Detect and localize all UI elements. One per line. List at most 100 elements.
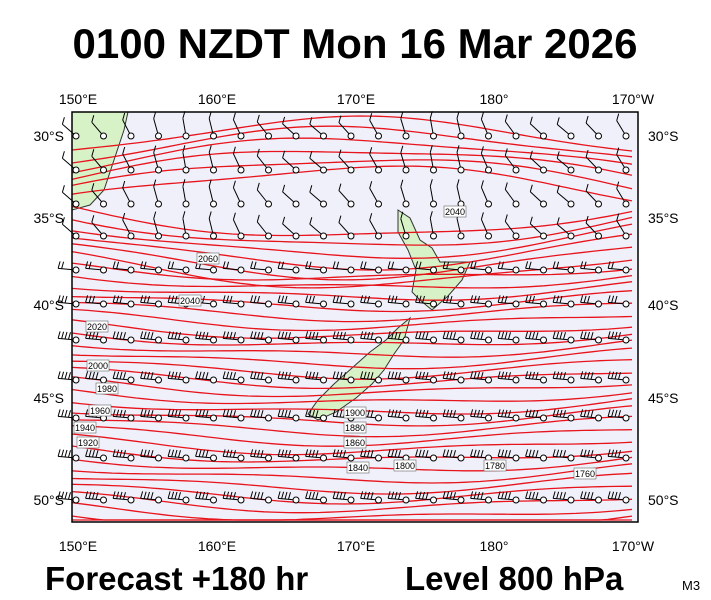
barb-flag [343,492,346,500]
barb-flag [559,491,563,500]
contour-label: 2060 [198,254,218,264]
barb-flag [425,492,429,500]
barb-station [622,414,630,422]
barb-flag [497,295,501,303]
barb-flag [477,331,480,340]
barb-flag [288,492,291,500]
barb-flag [122,112,126,121]
barb-station [375,376,382,384]
barb-station [182,414,190,422]
barb-flag [257,491,260,500]
barb-station [595,266,602,274]
barb-station [100,200,107,208]
barb-station [265,414,272,422]
barb-flag [250,409,254,417]
barb-flag [449,295,453,304]
barb-station [457,132,465,140]
barb-station [347,232,355,240]
barb-flag [415,295,419,303]
barb-flag [315,410,319,418]
barb-station [347,166,355,174]
barb-flag [332,449,336,457]
barb-flag [171,261,175,269]
barb-station [72,232,80,240]
barb-flag [233,372,236,380]
barb-station [375,300,382,308]
barb-station [512,132,520,140]
barb-flag [470,331,474,339]
barb-flag [369,181,373,189]
barb-station [485,200,492,208]
barb-flag [587,371,590,380]
barb-flag [182,145,186,153]
barb-station [72,266,80,274]
barb-flag [233,492,236,500]
barb-flag [394,409,398,418]
barb-flag [253,449,257,457]
barb-flag [147,295,150,304]
contour-labels: 2060 2040 2020 2000 1980 1960 1940 1920 1900 1880… [73,205,597,480]
barb-flag [281,295,285,303]
barb-flag [226,371,230,379]
barb-flag [257,295,260,304]
barb-station [210,454,217,462]
top-lon-label: 170°E [337,91,375,107]
barb-station [347,496,355,504]
barb-station [512,376,520,384]
barb-flag [112,331,116,339]
barb-flag [391,331,395,339]
barb-flag [222,295,226,303]
contour [71,216,633,246]
barb-flag [339,409,343,418]
contour [71,433,633,456]
barb-station [375,266,382,274]
barb-flag [563,410,566,418]
barb-flag [611,295,615,303]
barb-flag [68,450,71,458]
barb-station [622,132,630,140]
barb-flag [167,371,171,379]
barb-flag [611,449,615,457]
barb-flag [504,295,508,304]
barb-flag [226,295,230,303]
barb-station [155,166,162,174]
barb-flag [477,409,480,418]
barb-station [155,232,162,240]
barb-flag [171,331,175,339]
barb-flag [57,491,61,499]
barb-flag [525,261,529,269]
barb-station [347,132,355,140]
barb-flag [195,491,199,499]
barb-flag [339,371,343,380]
barb-flag [229,449,233,458]
barb-flag [253,295,257,303]
barb-flag [338,215,342,223]
barb-station [155,376,162,384]
contour [71,159,633,190]
barb-flag [339,491,343,500]
barb-flag [336,371,340,379]
barb-flag [394,491,398,500]
barb-flag [116,409,120,417]
barb-flag [587,409,590,418]
barb-station [320,376,327,384]
barb-station [567,454,575,462]
barb-flag [250,261,254,269]
barb-flag [202,295,205,304]
barb-flag [143,331,147,339]
barb-flag [226,409,230,417]
barb-flag [284,491,288,500]
contour [71,308,633,332]
barb-flag [64,449,68,458]
barb-station [402,496,410,504]
barb-flag [332,261,336,269]
barb-flag [143,449,147,457]
barb-station [320,232,327,240]
barb-flag [281,449,285,457]
barb-flag [171,371,175,379]
barb-flag [415,409,419,417]
barb-flag [504,371,508,380]
barb-station [265,300,272,308]
barb-station [210,200,217,208]
barb-flag [288,332,291,340]
